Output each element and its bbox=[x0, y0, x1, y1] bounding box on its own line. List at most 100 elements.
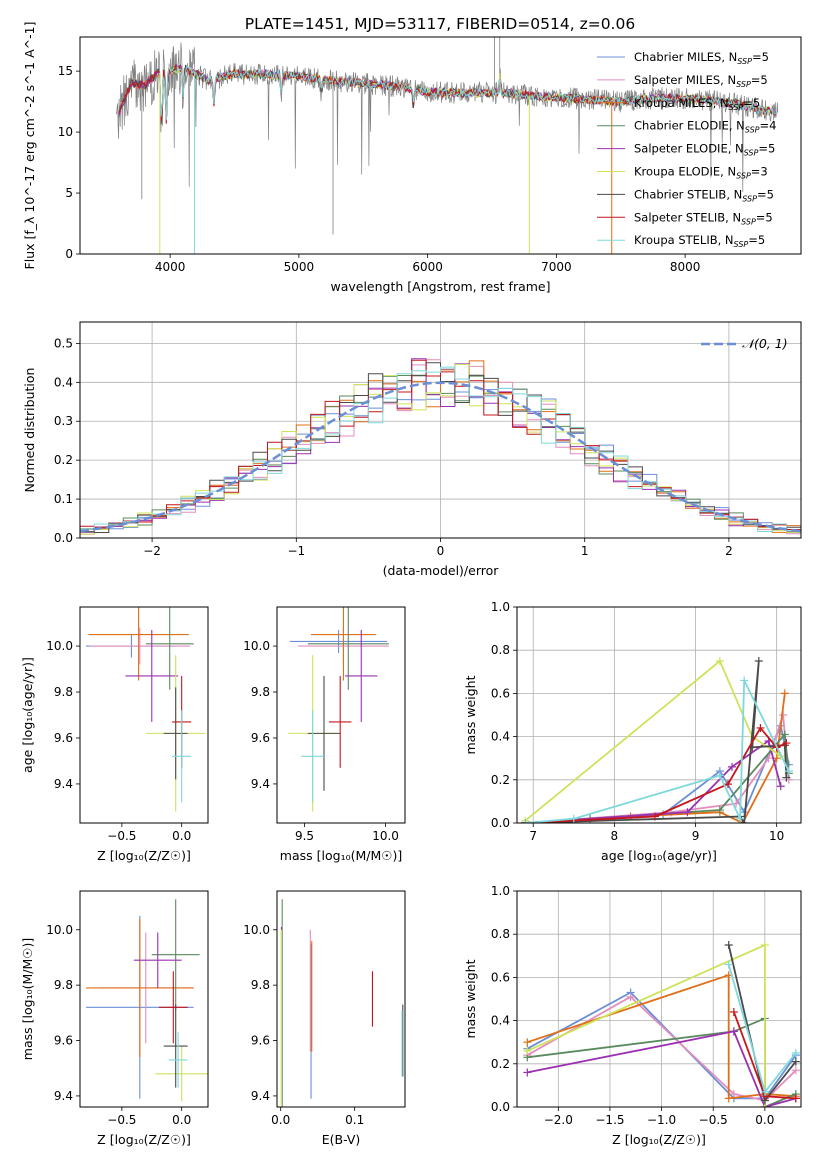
legend-entry: Kroupa ELODIE, NSSP=3 bbox=[634, 165, 768, 181]
x-axis-label: Z [log₁₀(Z/Z☉)] bbox=[612, 1132, 706, 1147]
panel-massweight-vs-Z: −2.0 −1.5 −1.0 −0.5 0.0 0.0 0.2 0.4 0.6 0.8 1.0 Z [… bbox=[463, 884, 802, 1147]
x-tick-label: 9.5 bbox=[295, 829, 314, 843]
plot-area bbox=[521, 657, 793, 823]
y-tick-label: 9.8 bbox=[54, 978, 73, 992]
y-axis-label: mass weight bbox=[463, 675, 478, 754]
y-tick-label: 0.6 bbox=[491, 686, 510, 700]
mass-weight-marker bbox=[760, 941, 769, 949]
y-tick-label: 9.6 bbox=[54, 731, 73, 745]
legend-entry: Chabrier STELIB, NSSP=5 bbox=[634, 187, 774, 203]
mass-weight-marker bbox=[729, 1027, 738, 1036]
x-tick-label: 0.0 bbox=[755, 1113, 774, 1127]
panel-mass-vs-ebv: 0.0 0.1 9.4 9.6 9.8 10.0 E(B-V) bbox=[243, 890, 406, 1147]
mass-weight-marker bbox=[791, 1049, 800, 1057]
x-tick-label: −1 bbox=[287, 544, 305, 558]
legend-suffix: =4 bbox=[760, 119, 777, 133]
x-tick-label: 5000 bbox=[284, 260, 315, 274]
legend-label: Kroupa STELIB, N bbox=[634, 233, 734, 247]
y-axis-label: Normed distribution bbox=[22, 368, 37, 493]
plot-area bbox=[115, 37, 779, 254]
y-tick-label: 0.8 bbox=[491, 643, 510, 657]
mass-weight-marker bbox=[724, 1094, 733, 1103]
axes-frame bbox=[79, 890, 209, 1108]
y-axis-label: mass weight bbox=[463, 959, 478, 1038]
y-tick-label: 9.8 bbox=[54, 685, 73, 699]
y-tick-label: 1.0 bbox=[491, 884, 510, 898]
axes-frame bbox=[79, 36, 802, 255]
legend-suffix: =5 bbox=[743, 96, 760, 110]
mass-weight-marker bbox=[715, 657, 724, 665]
legend-subscript: SSP bbox=[729, 103, 744, 112]
y-tick-label: 0.2 bbox=[491, 773, 510, 787]
y-tick-label: 0.4 bbox=[491, 1014, 510, 1028]
residual-histogram bbox=[80, 359, 801, 538]
legend-subscript: SSP bbox=[741, 217, 756, 226]
gaussian-reference-curve bbox=[80, 381, 801, 533]
y-tick-label: 10.0 bbox=[243, 923, 270, 937]
x-tick-label: 10.0 bbox=[372, 829, 399, 843]
x-tick-label: 8000 bbox=[670, 260, 701, 274]
errorbar-point bbox=[155, 1046, 208, 1102]
x-axis-label: E(B-V) bbox=[322, 1132, 361, 1147]
y-tick-label: 9.4 bbox=[54, 1089, 73, 1103]
legend-suffix: =5 bbox=[757, 187, 774, 201]
legend-subscript: SSP bbox=[736, 172, 751, 181]
legend-entry: Salpeter STELIB, NSSP=5 bbox=[634, 210, 773, 226]
x-tick-label: −0.5 bbox=[699, 1113, 728, 1127]
legend-entry: Chabrier ELODIE, NSSP=4 bbox=[634, 119, 776, 135]
x-axis-label: mass [log₁₀(M/M☉)] bbox=[280, 848, 402, 863]
panel-age-vs-mass: 9.5 10.0 9.4 9.6 9.8 10.0 mass [log₁₀(M/M☉)] bbox=[243, 606, 406, 863]
errorbar-point bbox=[133, 932, 182, 988]
errorbar-point bbox=[125, 629, 179, 722]
y-tick-label: 9.6 bbox=[54, 1034, 73, 1048]
plot-area bbox=[80, 358, 801, 538]
mass-weight-marker bbox=[728, 762, 737, 771]
y-tick-label: 9.6 bbox=[251, 731, 270, 745]
y-tick-label: 0.3 bbox=[54, 414, 73, 428]
figure-title: PLATE=1451, MJD=53117, FIBERID=0514, z=0… bbox=[245, 15, 635, 33]
mass-weight-marker bbox=[791, 1094, 800, 1103]
y-tick-label: 0.0 bbox=[491, 816, 510, 830]
mass-weight-marker bbox=[736, 814, 745, 823]
axes-frame bbox=[276, 606, 406, 824]
x-tick-label: −2 bbox=[143, 544, 161, 558]
x-tick-label: −1.0 bbox=[647, 1113, 676, 1127]
errorbar-point bbox=[307, 607, 389, 690]
x-tick-label: 9 bbox=[692, 829, 700, 843]
mass-weight-marker bbox=[791, 1057, 800, 1066]
mass-weight-marker bbox=[776, 782, 785, 791]
legend-label: Chabrier STELIB, N bbox=[634, 187, 742, 201]
x-tick-label: 8 bbox=[611, 829, 619, 843]
mass-weight-marker bbox=[764, 754, 773, 763]
axes-frame bbox=[516, 890, 802, 1108]
errorbar-point bbox=[151, 899, 200, 1011]
x-tick-label: 6000 bbox=[412, 260, 443, 274]
y-tick-label: 9.4 bbox=[251, 1089, 270, 1103]
y-tick-label: 0.6 bbox=[491, 970, 510, 984]
y-tick-label: 0.4 bbox=[491, 730, 510, 744]
legend-suffix: =3 bbox=[751, 165, 768, 179]
mass-weight-marker bbox=[754, 657, 763, 665]
legend-subscript: SSP bbox=[745, 126, 760, 135]
mass-weight-marker bbox=[569, 814, 578, 823]
mass-weight-marker bbox=[715, 806, 724, 815]
mass-weight-marker bbox=[683, 808, 692, 817]
x-axis-label: (data-model)/error bbox=[383, 563, 500, 578]
legend-subscript: SSP bbox=[734, 240, 749, 249]
legend-label: Chabrier MILES, N bbox=[634, 50, 737, 64]
plot-area bbox=[85, 899, 208, 1102]
mass-weight-marker bbox=[782, 739, 791, 748]
legend-subscript: SSP bbox=[737, 57, 752, 66]
legend-label: Salpeter STELIB, N bbox=[634, 210, 741, 224]
y-tick-label: 0.0 bbox=[54, 531, 73, 545]
mass-weight-marker bbox=[791, 1066, 800, 1075]
y-tick-label: 0.4 bbox=[54, 375, 73, 389]
errorbar-point bbox=[345, 629, 378, 722]
errorbar-point bbox=[88, 607, 189, 681]
mass-weight-marker bbox=[523, 1068, 532, 1077]
legend-entry: Kroupa MILES, NSSP=5 bbox=[634, 96, 760, 112]
errorbar-point bbox=[328, 675, 352, 768]
residual-histogram bbox=[80, 366, 801, 538]
x-axis-label: wavelength [Angstrom, rest frame] bbox=[330, 279, 550, 294]
mass-weight-line bbox=[527, 1030, 797, 1107]
